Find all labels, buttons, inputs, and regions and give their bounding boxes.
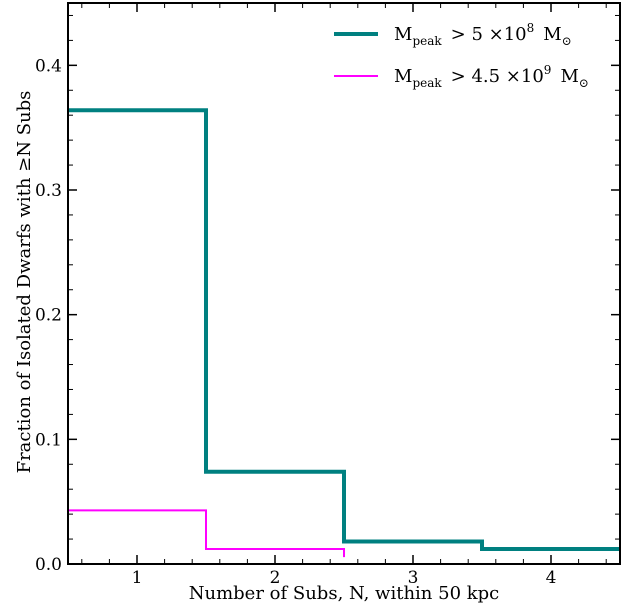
y-tick-label: 0.2 [35, 306, 62, 326]
y-tick-label: 0.0 [35, 555, 62, 575]
series-line-2 [68, 509, 345, 558]
x-axis-label: Number of Subs, N, within 50 kpc [189, 583, 500, 604]
axes [67, 2, 621, 565]
y-tick-label: 0.4 [35, 56, 62, 76]
x-tick-label: 1 [132, 568, 143, 588]
legend-label-1: Mpeak > 5 ×108 M⊙ [394, 21, 572, 48]
axes-frame [67, 2, 621, 565]
legend-label-2: Mpeak > 4.5 ×109 M⊙ [394, 63, 589, 90]
y-axis-label: Fraction of Isolated Dwarfs with ≥N Subs [14, 91, 35, 474]
x-tick-label: 3 [408, 568, 419, 588]
plot-area [68, 108, 620, 558]
series-line-1 [68, 108, 620, 552]
legend: Mpeak > 5 ×108 M⊙ Mpeak > 4.5 ×109 M⊙ [334, 21, 589, 90]
y-tick-label: 0.3 [35, 181, 62, 201]
ticks: 1 2 3 4 0.0 0.1 0.2 0.3 0.4 [35, 3, 620, 588]
x-tick-label: 4 [546, 568, 557, 588]
x-tick-label: 2 [270, 568, 281, 588]
y-tick-label: 0.1 [35, 430, 62, 450]
